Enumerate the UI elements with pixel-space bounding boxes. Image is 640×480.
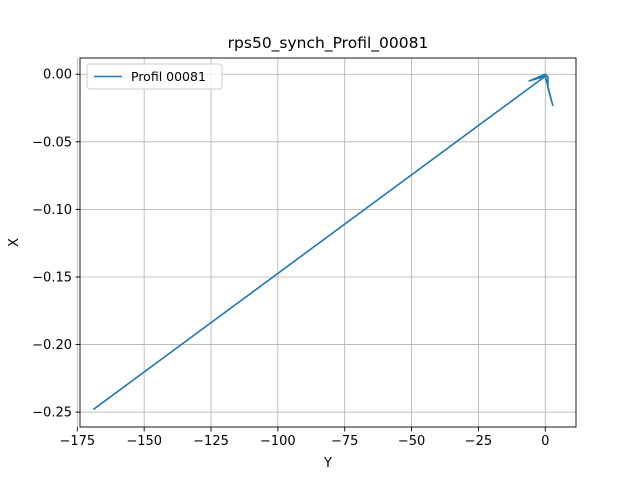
series-line bbox=[92, 73, 554, 411]
y-tick-label: −0.25 bbox=[32, 406, 72, 421]
x-tick-label: −100 bbox=[260, 434, 296, 449]
y-axis-label: X bbox=[7, 238, 22, 247]
x-tick-label: −25 bbox=[465, 434, 492, 449]
y-tick-label: −0.20 bbox=[32, 338, 72, 353]
series-layer bbox=[92, 73, 554, 411]
x-tick-label: −150 bbox=[126, 434, 162, 449]
x-tick-label: 0 bbox=[541, 434, 549, 449]
plot-frame bbox=[79, 57, 577, 428]
y-tick-label: −0.05 bbox=[32, 135, 72, 150]
y-tick-label: 0.00 bbox=[43, 68, 72, 83]
y-tick-label: −0.15 bbox=[32, 270, 72, 285]
legend-label: Profil 00081 bbox=[131, 69, 206, 84]
legend: Profil 00081 bbox=[86, 63, 223, 90]
x-tick-label: −125 bbox=[193, 434, 229, 449]
legend-box bbox=[86, 63, 223, 90]
x-axis-ticks: −175 −150 −125 −100 −75 −50 −25 0 bbox=[59, 427, 549, 449]
y-tick-label: −0.10 bbox=[32, 203, 72, 218]
x-tick-label: −175 bbox=[59, 434, 95, 449]
x-tick-label: −50 bbox=[398, 434, 425, 449]
x-tick-label: −75 bbox=[331, 434, 358, 449]
x-axis-label: Y bbox=[323, 456, 332, 471]
y-axis-ticks: 0.00 −0.05 −0.10 −0.15 −0.20 −0.25 bbox=[32, 68, 80, 421]
chart-title: rps50_synch_Profil_00081 bbox=[228, 34, 429, 53]
